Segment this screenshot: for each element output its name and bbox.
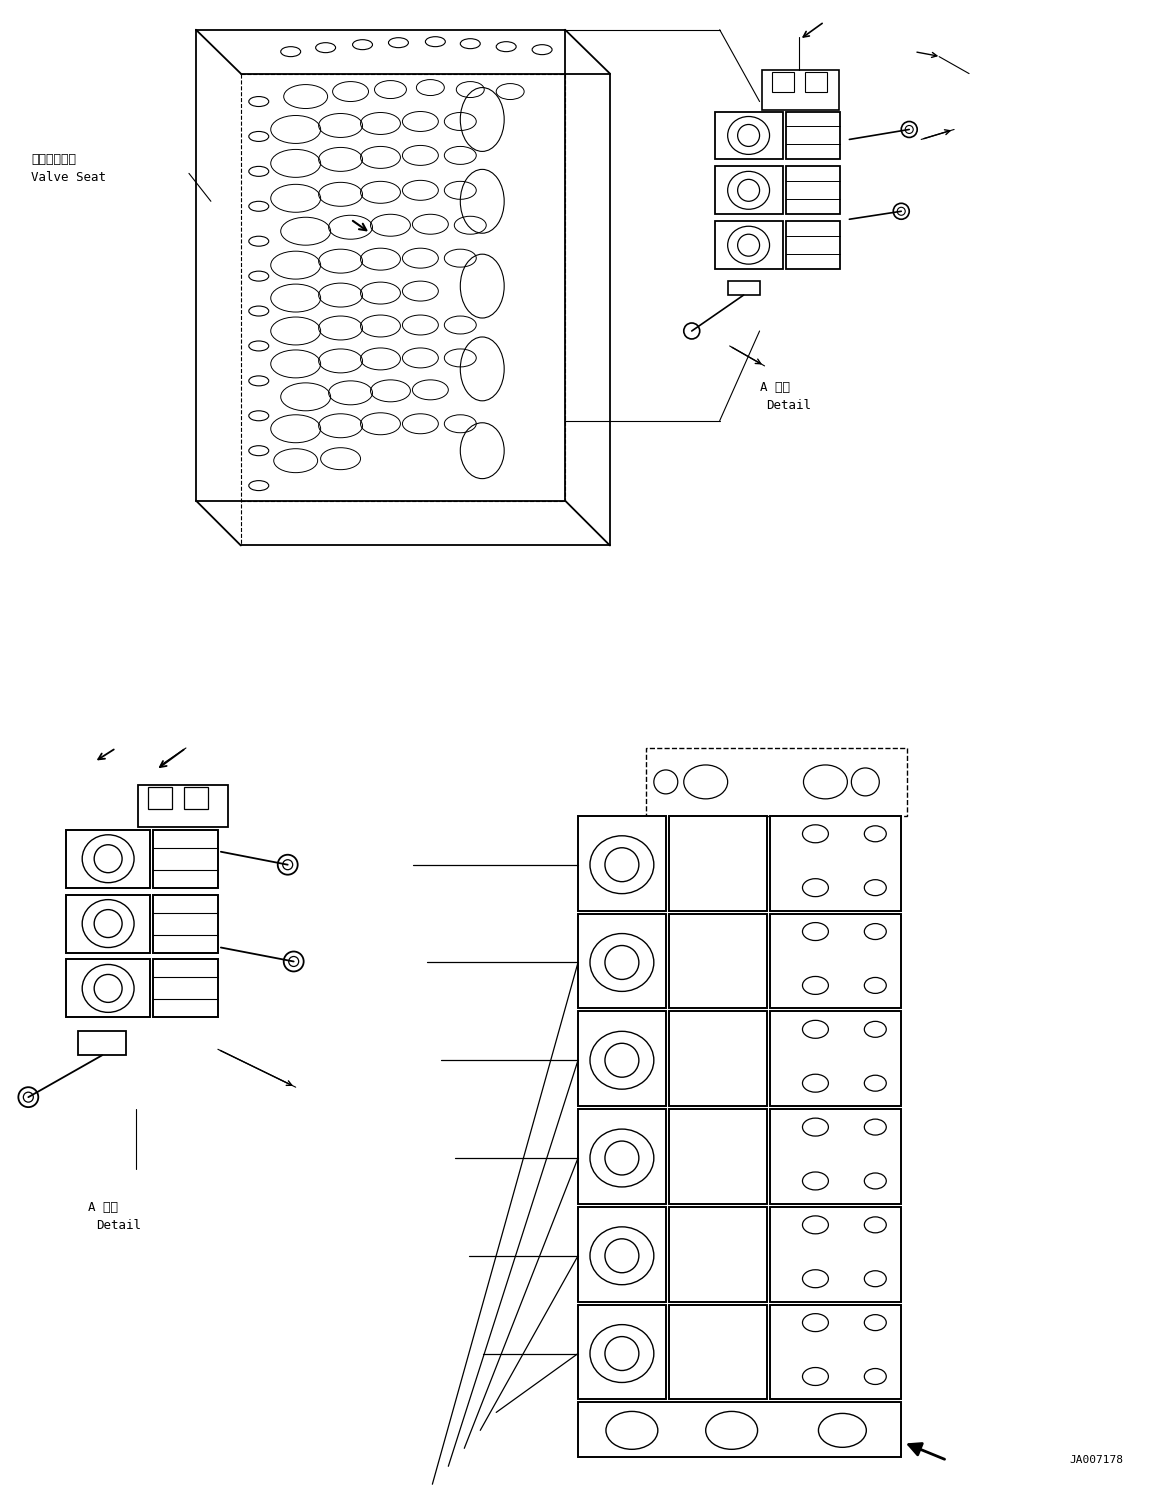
Bar bbox=[148, 786, 172, 809]
Text: JA007178: JA007178 bbox=[1070, 1455, 1124, 1465]
Bar bbox=[646, 747, 908, 816]
Bar bbox=[153, 895, 218, 953]
Bar bbox=[578, 914, 666, 1008]
Bar bbox=[786, 112, 841, 159]
Bar bbox=[770, 1011, 902, 1106]
Bar bbox=[786, 167, 841, 214]
Text: A 詳細: A 詳細 bbox=[88, 1202, 118, 1214]
Text: A 詳細: A 詳細 bbox=[759, 381, 790, 395]
Bar bbox=[67, 959, 150, 1017]
Bar bbox=[578, 1208, 666, 1301]
Bar bbox=[183, 786, 208, 809]
Text: Detail: Detail bbox=[96, 1219, 141, 1231]
Bar bbox=[669, 914, 766, 1008]
Bar bbox=[770, 1304, 902, 1400]
Bar bbox=[67, 829, 150, 887]
Bar bbox=[578, 1403, 902, 1458]
Bar bbox=[578, 816, 666, 911]
Text: バルブシート: バルブシート bbox=[32, 153, 76, 167]
Bar bbox=[153, 959, 218, 1017]
Bar bbox=[78, 1032, 126, 1056]
Bar bbox=[715, 222, 783, 270]
Bar bbox=[578, 1011, 666, 1106]
Bar bbox=[669, 1208, 766, 1301]
Bar bbox=[669, 1304, 766, 1400]
Bar bbox=[770, 914, 902, 1008]
Bar bbox=[153, 829, 218, 887]
Bar bbox=[806, 71, 827, 91]
Bar bbox=[578, 1109, 666, 1205]
Bar bbox=[786, 222, 841, 270]
Bar bbox=[669, 1109, 766, 1205]
Bar bbox=[669, 816, 766, 911]
Bar bbox=[770, 816, 902, 911]
Bar bbox=[669, 1011, 766, 1106]
Bar bbox=[770, 1208, 902, 1301]
Bar bbox=[772, 71, 793, 91]
Bar bbox=[578, 1304, 666, 1400]
Bar bbox=[728, 281, 759, 295]
Text: Detail: Detail bbox=[766, 399, 812, 412]
Bar bbox=[770, 1109, 902, 1205]
Bar bbox=[715, 112, 783, 159]
Bar bbox=[715, 167, 783, 214]
Bar bbox=[762, 70, 840, 110]
Bar bbox=[67, 895, 150, 953]
Text: Valve Seat: Valve Seat bbox=[32, 171, 106, 185]
Bar bbox=[138, 785, 228, 826]
